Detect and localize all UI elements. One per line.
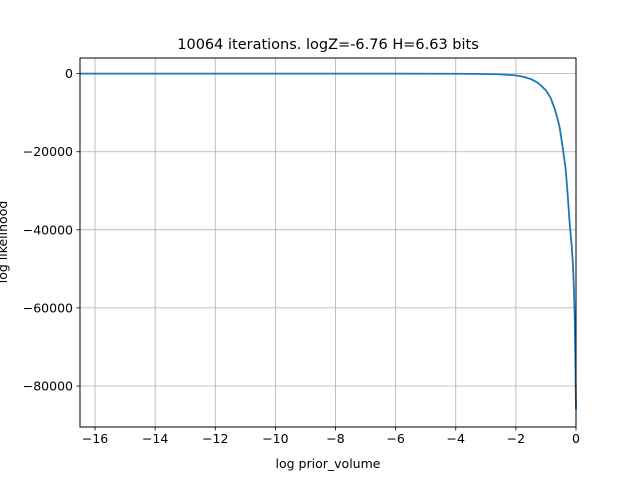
y-tick-label: −60000 bbox=[23, 300, 73, 315]
x-tick-label: −12 bbox=[202, 431, 228, 446]
chart-title: 10064 iterations. logZ=-6.76 H=6.63 bits bbox=[177, 37, 479, 53]
x-axis-ticks: −16 −14 −12 −10 −8 −6 −4 −2 0 bbox=[82, 427, 580, 446]
y-axis-ticks: 0 −20000 −40000 −60000 −80000 bbox=[23, 66, 80, 394]
y-axis-label: log likelihood bbox=[0, 201, 10, 284]
x-tick-label: −6 bbox=[386, 431, 404, 446]
x-tick-label: −2 bbox=[507, 431, 525, 446]
y-tick-label: −40000 bbox=[23, 222, 73, 237]
x-axis-label: log prior_volume bbox=[276, 456, 381, 471]
x-tick-label: −10 bbox=[262, 431, 288, 446]
x-tick-label: −16 bbox=[82, 431, 108, 446]
plot-frame bbox=[79, 57, 577, 428]
y-tick-label: −80000 bbox=[23, 379, 73, 394]
x-tick-label: −4 bbox=[447, 431, 465, 446]
x-tick-label: −14 bbox=[142, 431, 168, 446]
series-line bbox=[80, 72, 577, 410]
y-tick-label: −20000 bbox=[23, 144, 73, 159]
x-tick-label: 0 bbox=[572, 431, 580, 446]
grid bbox=[80, 58, 577, 427]
x-tick-label: −8 bbox=[326, 431, 344, 446]
plot-series bbox=[80, 72, 577, 410]
y-tick-label: 0 bbox=[65, 66, 73, 81]
